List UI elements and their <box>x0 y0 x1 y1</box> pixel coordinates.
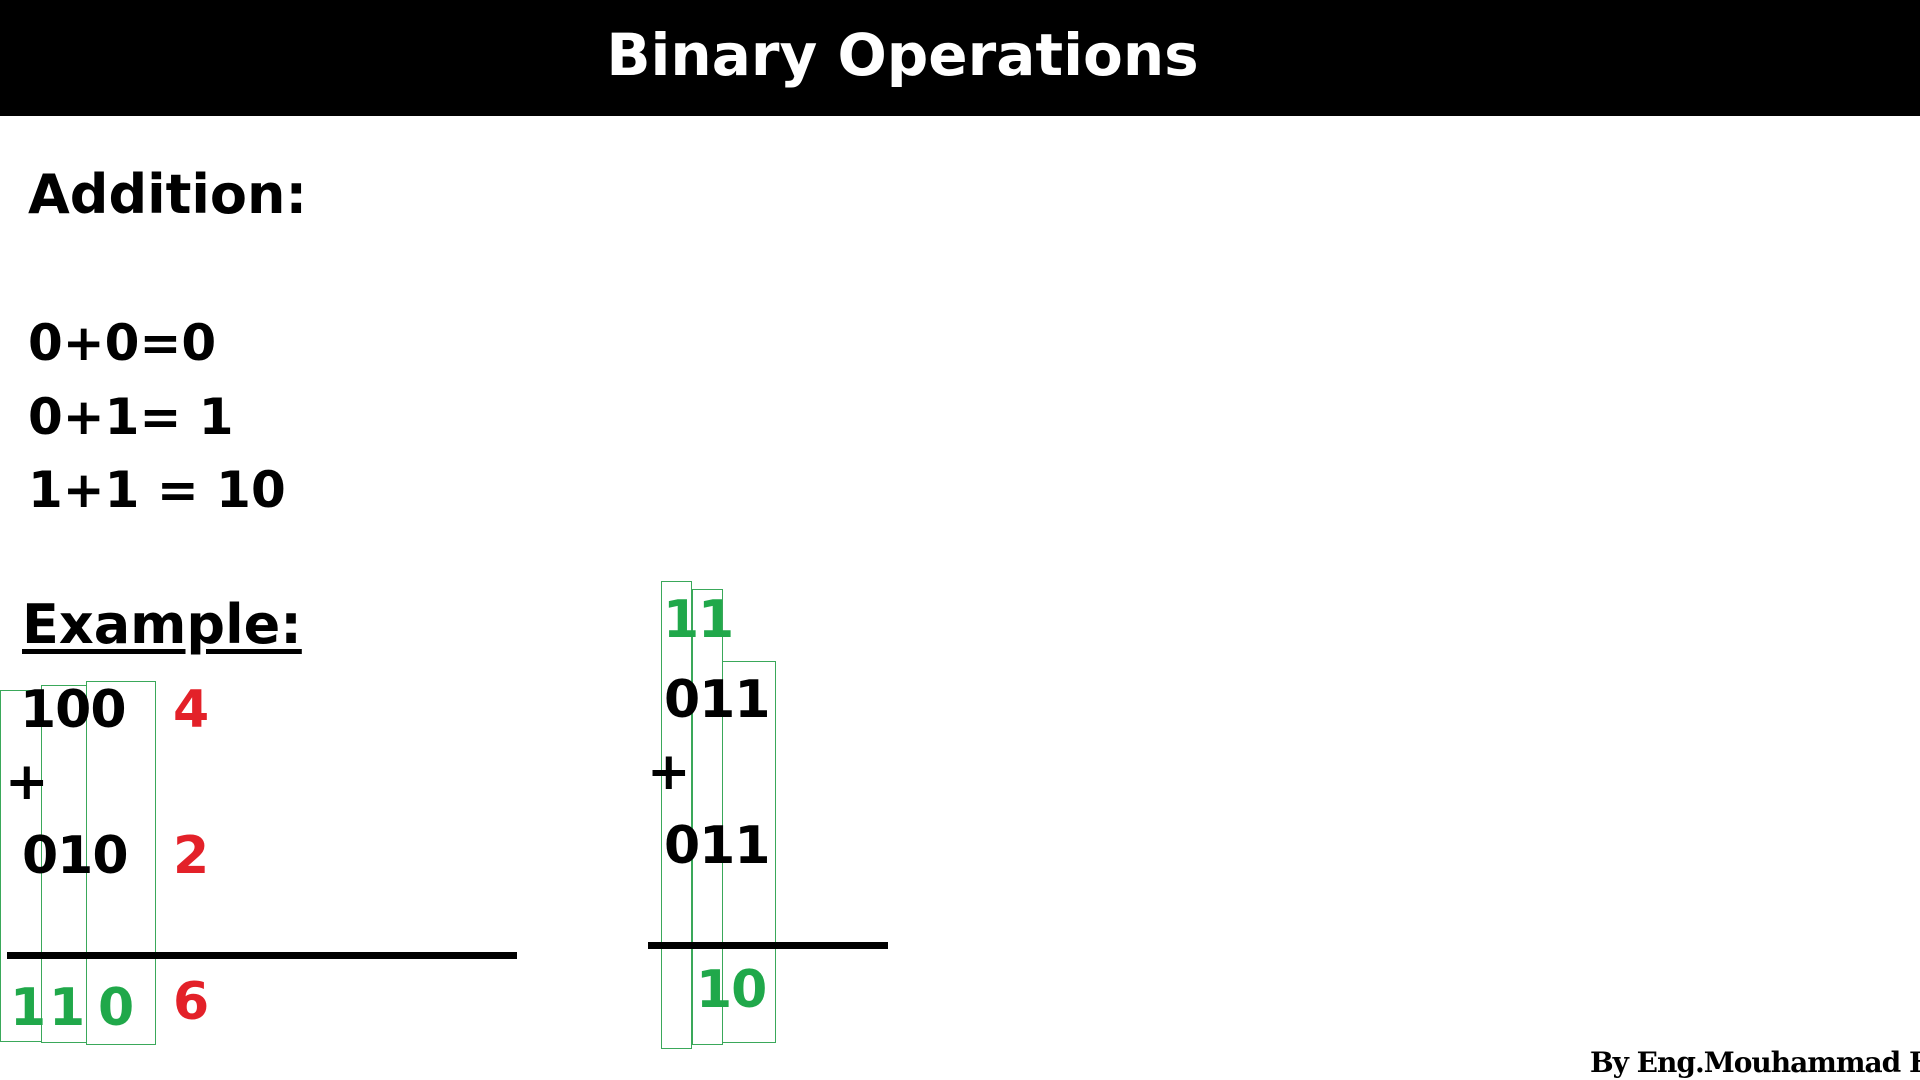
left-operand-2-decimal: 2 <box>173 826 209 886</box>
column-box-right-1 <box>661 581 692 1049</box>
right-operand-1: 011 <box>664 670 771 730</box>
left-operand-2: 010 <box>22 826 129 886</box>
left-result-digit-1: 1 <box>10 978 46 1038</box>
right-operand-2: 011 <box>664 816 771 876</box>
addition-rule-1: 0+0=0 <box>28 314 217 372</box>
left-operand-1: 100 <box>20 680 127 740</box>
addition-rule-3: 1+1 = 10 <box>28 461 286 519</box>
right-result: 10 <box>696 960 767 1020</box>
addition-heading: Addition: <box>28 163 308 226</box>
addition-rule-2: 0+1= 1 <box>28 388 234 446</box>
example-heading: Example: <box>22 593 302 656</box>
left-plus-sign: + <box>5 752 49 812</box>
right-plus-sign: + <box>647 742 691 802</box>
left-result-digit-2: 1 <box>49 978 85 1038</box>
right-carry-1: 1 <box>663 590 699 650</box>
left-result-digit-3: 0 <box>98 978 134 1038</box>
page-title: Binary Operations <box>606 21 1199 89</box>
column-box-right-3 <box>722 661 776 1043</box>
left-sum-line <box>7 952 517 959</box>
left-operand-1-decimal: 4 <box>173 680 209 740</box>
right-sum-line <box>648 942 888 949</box>
right-carry-2: 1 <box>698 590 734 650</box>
author-credit: By Eng.Mouhammad Hamsho <box>1590 1046 1920 1079</box>
title-bar <box>0 0 1920 116</box>
left-result-decimal: 6 <box>173 972 209 1032</box>
column-box-left-3 <box>86 681 156 1045</box>
